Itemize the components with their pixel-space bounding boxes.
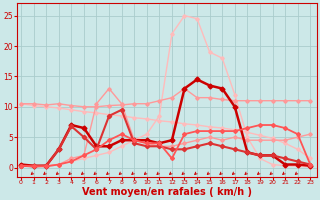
X-axis label: Vent moyen/en rafales ( km/h ): Vent moyen/en rafales ( km/h ) — [82, 187, 252, 197]
